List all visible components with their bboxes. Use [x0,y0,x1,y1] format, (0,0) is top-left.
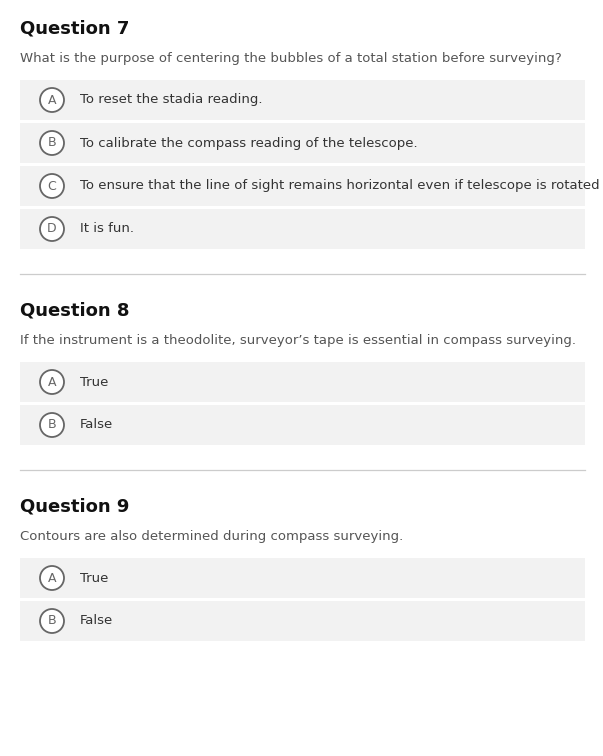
FancyBboxPatch shape [20,123,585,163]
Text: False: False [80,419,113,432]
FancyBboxPatch shape [20,166,585,206]
Circle shape [40,413,64,437]
FancyBboxPatch shape [20,405,585,445]
Text: Contours are also determined during compass surveying.: Contours are also determined during comp… [20,530,403,543]
Text: To calibrate the compass reading of the telescope.: To calibrate the compass reading of the … [80,137,418,150]
Text: True: True [80,376,109,389]
Text: What is the purpose of centering the bubbles of a total station before surveying: What is the purpose of centering the bub… [20,52,562,65]
Text: To reset the stadia reading.: To reset the stadia reading. [80,94,262,107]
Text: B: B [48,137,56,150]
Text: A: A [48,376,56,389]
Text: True: True [80,572,109,584]
Text: If the instrument is a theodolite, surveyor’s tape is essential in compass surve: If the instrument is a theodolite, surve… [20,334,576,347]
Text: A: A [48,94,56,107]
FancyBboxPatch shape [20,601,585,641]
FancyBboxPatch shape [20,362,585,402]
Text: B: B [48,615,56,627]
Circle shape [40,131,64,155]
FancyBboxPatch shape [20,80,585,120]
Circle shape [40,88,64,112]
Text: It is fun.: It is fun. [80,222,134,236]
Text: D: D [47,222,57,236]
Circle shape [40,566,64,590]
Circle shape [40,217,64,241]
FancyBboxPatch shape [20,209,585,249]
Text: Question 9: Question 9 [20,498,130,516]
Circle shape [40,174,64,198]
Text: C: C [48,179,56,193]
Text: A: A [48,572,56,584]
FancyBboxPatch shape [20,558,585,598]
Text: Question 7: Question 7 [20,20,130,38]
Text: False: False [80,615,113,627]
Text: Question 8: Question 8 [20,302,130,320]
Circle shape [40,370,64,394]
Text: B: B [48,419,56,432]
Circle shape [40,609,64,633]
Text: To ensure that the line of sight remains horizontal even if telescope is rotated: To ensure that the line of sight remains… [80,179,603,193]
